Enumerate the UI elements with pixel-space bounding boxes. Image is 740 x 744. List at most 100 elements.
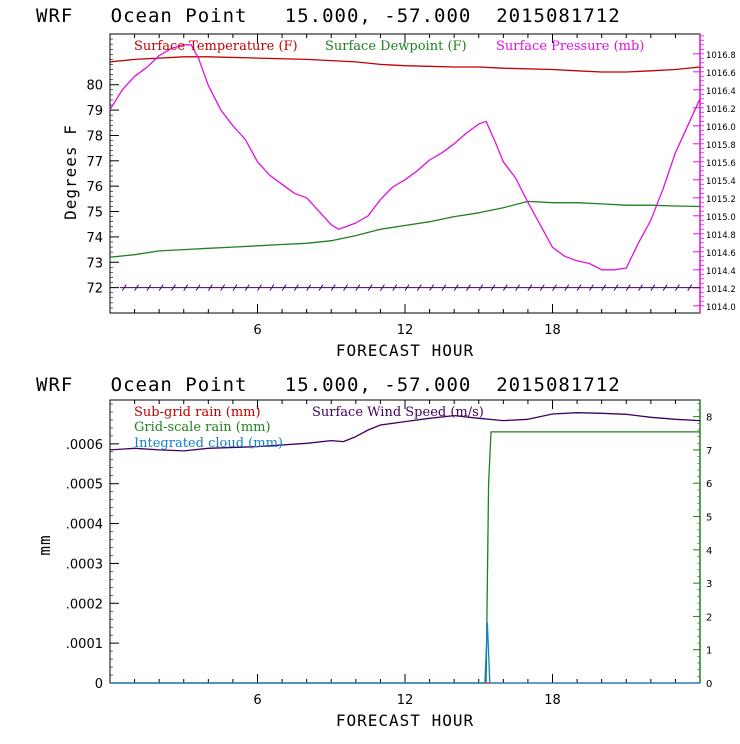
y-tick-label: 73 — [86, 256, 103, 271]
wind-barb — [380, 284, 385, 291]
y-tick-label: 78 — [86, 129, 103, 144]
y-tick-label: 77 — [86, 155, 103, 170]
plot-frame — [109, 33, 701, 314]
wind-barb — [343, 284, 348, 291]
wind-barb — [146, 284, 152, 291]
x-tick-label: 18 — [544, 323, 561, 338]
wind-barb — [552, 284, 557, 291]
wind-barb — [502, 284, 508, 291]
y2-tick-label: 1015.4 — [706, 177, 736, 187]
y-tick-label: 76 — [86, 180, 103, 195]
legend: Sub-grid rain (mm)Grid-scale rain (mm)In… — [134, 405, 484, 451]
y2-tick-label: 1016.0 — [706, 123, 736, 133]
x-tick-label: 18 — [544, 693, 561, 708]
wind-barb — [416, 284, 422, 291]
legend-item: Surface Dewpoint (F) — [325, 39, 467, 54]
y2-tick-label: 1015.2 — [706, 195, 736, 205]
legend-item: Surface Pressure (mb) — [496, 39, 644, 54]
wind-barb — [330, 284, 336, 291]
y2-tick-label: 4 — [706, 546, 712, 557]
y2-tick-label: 1014.0 — [706, 303, 736, 313]
series-line — [109, 200, 701, 258]
y-tick-label: .0006 — [66, 438, 103, 453]
wind-barb — [293, 284, 299, 291]
wind-barb — [527, 284, 533, 291]
y2-tick-label: 6 — [706, 479, 712, 490]
wind-barb — [588, 284, 594, 291]
wind-barb — [171, 284, 176, 291]
y-tick-label: 75 — [86, 206, 103, 221]
legend-item: Surface Wind Speed (m/s) — [312, 405, 484, 420]
y-tick-label: .0004 — [66, 518, 103, 533]
y2-tick-label: 1016.6 — [706, 69, 736, 79]
wind-barb — [257, 284, 262, 291]
wind-barb — [281, 284, 287, 291]
wind-barb — [306, 284, 312, 291]
wind-barb — [367, 284, 373, 291]
y2-tick-label: 2 — [706, 612, 712, 623]
y-axis-label: mm — [35, 534, 54, 555]
y2-tick-label: 1 — [706, 646, 712, 657]
panel-title: WRF Ocean Point 15.000, -57.000 20150817… — [36, 374, 621, 396]
y-tick-label: .0001 — [66, 637, 103, 652]
y2-tick-label: 1015.6 — [706, 159, 736, 169]
wind-barb — [355, 284, 361, 291]
wind-barb — [675, 284, 680, 291]
y2-tick-label: 1014.4 — [706, 267, 736, 277]
wind-barb — [613, 284, 619, 291]
wind-barbs — [119, 284, 700, 291]
wind-barb — [220, 284, 226, 291]
x-tick-label: 6 — [253, 323, 261, 338]
wind-barb — [318, 284, 324, 291]
y-axis-label: Degrees F — [61, 124, 80, 220]
y2-tick-label: 1016.8 — [706, 51, 736, 61]
y2-tick-label: 1016.2 — [706, 105, 736, 115]
x-tick-label: 12 — [397, 693, 414, 708]
wind-barb — [158, 284, 164, 291]
y-tick-label: 80 — [86, 79, 103, 94]
y2-tick-label: 1014.2 — [706, 285, 736, 295]
y-tick-label: 79 — [86, 104, 103, 119]
temperature-pressure-panel: WRF Ocean Point 15.000, -57.000 20150817… — [36, 5, 736, 360]
y2-tick-label: 3 — [706, 579, 712, 590]
y2-tick-label: 8 — [706, 413, 712, 424]
wind-barb — [441, 284, 447, 291]
wind-barb — [662, 284, 668, 291]
legend-item: Integrated cloud (mm) — [134, 436, 283, 451]
wind-barb — [232, 284, 238, 291]
wind-barb — [625, 284, 631, 291]
wind-barb — [453, 284, 459, 291]
wind-barb — [687, 284, 693, 291]
series-line — [110, 622, 700, 684]
wind-barb — [429, 284, 434, 291]
x-axis-label: FORECAST HOUR — [336, 711, 474, 730]
y-tick-label: 0 — [95, 677, 103, 692]
wind-barb — [576, 284, 582, 291]
wind-barb — [539, 284, 545, 291]
wind-barb — [195, 284, 201, 291]
wind-barb — [564, 284, 570, 291]
y2-tick-label: 1015.8 — [706, 141, 736, 151]
wind-barb — [650, 284, 656, 291]
series-line — [110, 431, 700, 684]
series-line — [109, 44, 701, 271]
panel-title: WRF Ocean Point 15.000, -57.000 20150817… — [36, 5, 621, 27]
legend-item: Surface Temperature (F) — [134, 39, 298, 54]
y2-tick-label: 1016.4 — [706, 87, 736, 97]
legend-item: Sub-grid rain (mm) — [134, 405, 261, 420]
y-tick-label: .0002 — [66, 597, 103, 612]
series-line — [109, 56, 701, 73]
wind-barb — [183, 284, 189, 291]
y2-tick-label: 5 — [706, 513, 712, 524]
wind-barb — [478, 284, 484, 291]
x-axis-label: FORECAST HOUR — [336, 341, 474, 360]
wind-barb — [638, 284, 643, 291]
wind-barb — [515, 284, 521, 291]
rain-wind-panel: WRF Ocean Point 15.000, -57.000 20150817… — [35, 374, 712, 730]
x-tick-label: 6 — [253, 693, 261, 708]
wind-barb — [466, 284, 471, 291]
x-tick-label: 12 — [397, 323, 414, 338]
wind-barb — [490, 284, 496, 291]
